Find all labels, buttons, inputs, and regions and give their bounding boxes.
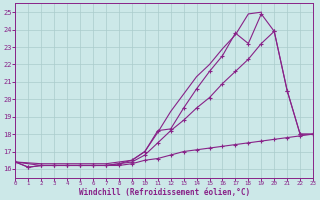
X-axis label: Windchill (Refroidissement éolien,°C): Windchill (Refroidissement éolien,°C) [79, 188, 250, 197]
